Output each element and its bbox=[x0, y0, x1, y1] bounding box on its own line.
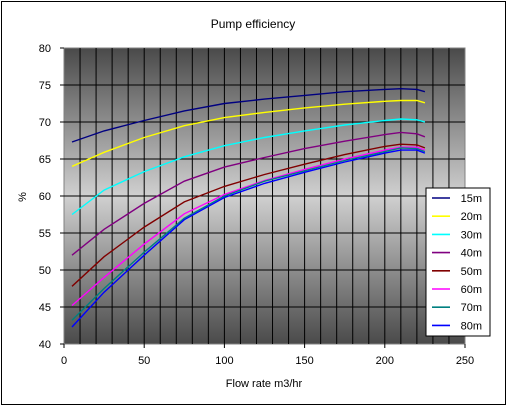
legend-label-40m: 40m bbox=[461, 248, 482, 260]
series-line-15m bbox=[71, 87, 426, 143]
y-tick-label: 65 bbox=[39, 154, 51, 166]
chart-title: Pump efficiency bbox=[211, 17, 296, 31]
legend: 15m 20m 30m 40m 50m 60m 70m 80m bbox=[425, 187, 491, 337]
series-line-40m bbox=[71, 131, 426, 256]
y-tick-label: 40 bbox=[39, 339, 51, 351]
x-axis-ticks: 0 50 100 150 200 250 bbox=[61, 344, 474, 367]
series-line-30m bbox=[71, 118, 426, 216]
series-line-70m bbox=[71, 147, 426, 321]
legend-label-70m: 70m bbox=[461, 302, 482, 314]
legend-label-20m: 20m bbox=[461, 211, 482, 223]
legend-label-60m: 60m bbox=[461, 284, 482, 296]
x-axis-label: Flow rate m3/hr bbox=[226, 378, 303, 390]
x-tick-label: 200 bbox=[376, 355, 394, 367]
legend-label-30m: 30m bbox=[461, 229, 482, 241]
series-line-60m bbox=[71, 146, 426, 307]
y-tick-label: 60 bbox=[39, 191, 51, 203]
y-axis-label: % bbox=[17, 192, 29, 202]
series-line-20m bbox=[71, 99, 426, 168]
y-tick-label: 80 bbox=[39, 43, 51, 55]
x-tick-label: 50 bbox=[138, 355, 150, 367]
series-line-80m bbox=[71, 149, 426, 328]
legend-label-80m: 80m bbox=[461, 320, 482, 332]
x-tick-label: 100 bbox=[215, 355, 233, 367]
y-tick-label: 55 bbox=[39, 228, 51, 240]
legend-label-15m: 15m bbox=[461, 193, 482, 205]
y-tick-label: 45 bbox=[39, 302, 51, 314]
legend-label-50m: 50m bbox=[461, 266, 482, 278]
x-tick-label: 0 bbox=[61, 355, 67, 367]
x-tick-label: 150 bbox=[295, 355, 313, 367]
y-tick-label: 70 bbox=[39, 117, 51, 129]
y-tick-label: 75 bbox=[39, 80, 51, 92]
x-tick-label: 250 bbox=[456, 355, 474, 367]
y-axis-ticks: 40 45 50 55 60 65 70 75 80 bbox=[39, 43, 64, 351]
series-lines bbox=[71, 87, 426, 328]
y-tick-label: 50 bbox=[39, 265, 51, 277]
legend-box bbox=[425, 187, 491, 337]
series-line-50m bbox=[71, 143, 426, 287]
